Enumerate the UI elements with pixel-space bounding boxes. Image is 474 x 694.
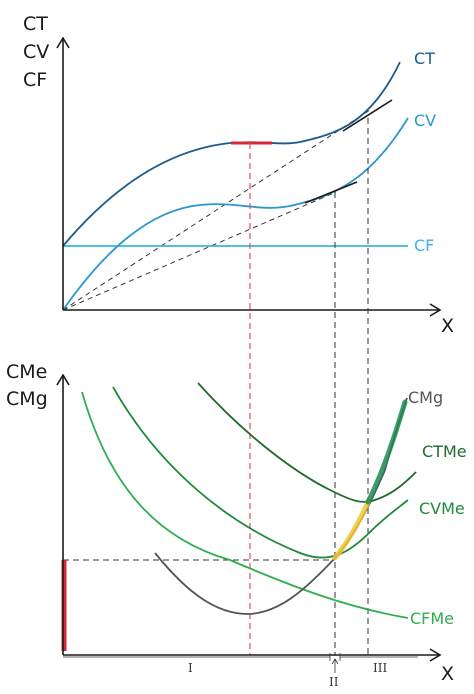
bottom-x-arrow: [429, 648, 442, 662]
top-y-label-ct: CT: [23, 13, 48, 35]
ct-label: CT: [414, 49, 435, 68]
ray-to-cv-tangent: [62, 191, 337, 311]
cfme-label: CFMe: [410, 609, 454, 628]
cv-label: CV: [414, 111, 436, 130]
bottom-panel: CMe CMg X CMg CTMe CVMe CFMe I II III: [6, 361, 467, 689]
top-y-arrow: [56, 36, 70, 49]
ctme-label: CTMe: [422, 442, 467, 461]
bottom-y-label-cme: CMe: [6, 361, 47, 383]
cvme-label: CVMe: [419, 499, 465, 518]
cf-label: CF: [414, 236, 434, 255]
ct-tangent-segment: [342, 99, 393, 132]
top-x-arrow: [429, 303, 442, 317]
cv-tangent-segment: [304, 181, 358, 204]
bottom-y-arrow: [56, 373, 70, 386]
cmg-highlight-yellow: [332, 499, 371, 561]
zone-brackets: [63, 653, 418, 673]
cmg-highlight-green: [365, 399, 408, 505]
ct-curve: [62, 61, 401, 247]
ray-to-ct-tangent: [62, 109, 371, 311]
zone-label-i: I: [188, 661, 193, 675]
ctme-curve: [197, 382, 417, 503]
top-y-label-cf: CF: [23, 69, 47, 91]
bottom-x-label: X: [441, 663, 454, 685]
zone-label-iii: III: [373, 661, 387, 675]
vertical-guides: [249, 118, 369, 655]
cvme-curve: [112, 386, 409, 559]
top-y-label-cv: CV: [23, 41, 49, 63]
cfme-curve: [81, 391, 409, 619]
top-panel: CT CV CF X CT CV CF: [23, 13, 454, 337]
bottom-y-label-cmg: CMg: [6, 388, 48, 410]
top-x-label: X: [441, 315, 454, 337]
cmg-label: CMg: [408, 388, 443, 407]
zone-label-ii: II: [329, 675, 339, 689]
cv-curve: [62, 117, 409, 311]
